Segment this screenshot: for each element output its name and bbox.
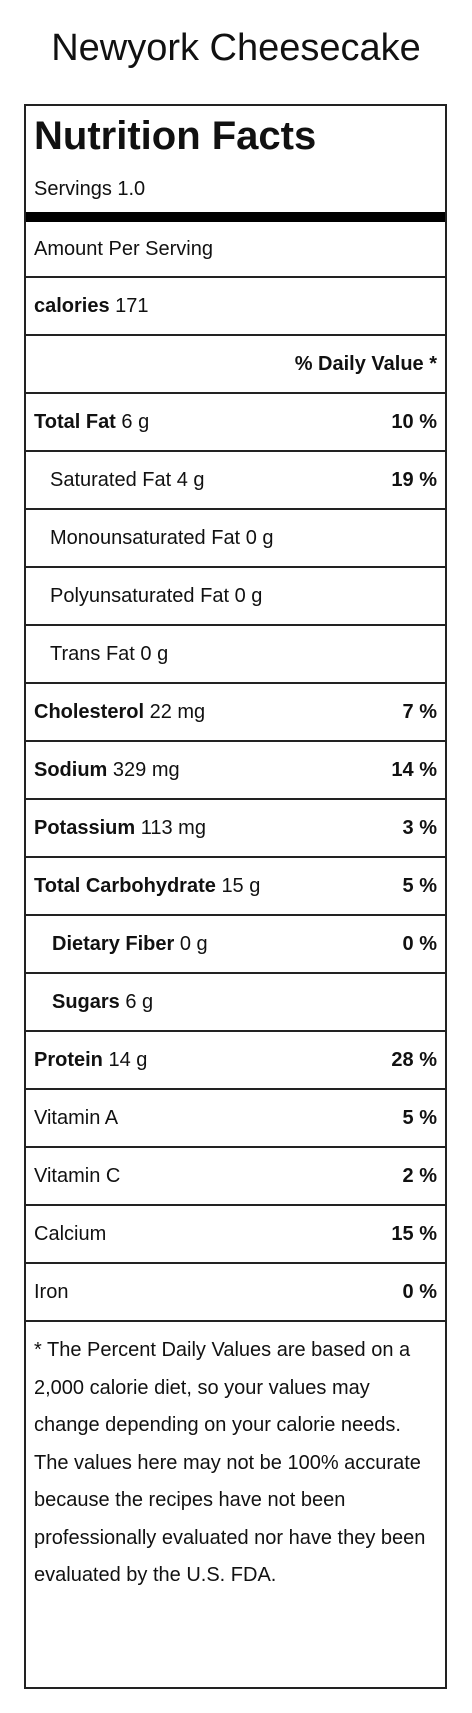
calories-label: calories [34, 295, 110, 317]
vitamin-row-calcium: Calcium 15 % [26, 1206, 445, 1264]
daily-value-header: % Daily Value * [294, 353, 437, 375]
nutrient-name: Sodium [34, 759, 108, 781]
nutrient-daily-value: 7 % [402, 701, 437, 723]
page-title: Newyork Cheesecake [51, 27, 421, 69]
nutrient-row-total-carbohydrate: Total Carbohydrate 15 g 5 % [26, 858, 445, 916]
nutrient-row-protein: Protein 14 g 28 % [26, 1032, 445, 1090]
nutrient-amount: 0 g [179, 933, 208, 955]
nutrient-row-total-fat: Total Fat 6 g 10 % [26, 394, 445, 452]
vitamin-row-vitamin-a: Vitamin A 5 % [26, 1090, 445, 1148]
nutrient-amount: 4 g [176, 469, 205, 491]
nutrient-name: Trans Fat [50, 643, 135, 665]
calories-row: calories 171 [26, 278, 445, 336]
vitamin-name: Calcium [34, 1223, 107, 1245]
nutrient-name: Dietary Fiber [52, 933, 175, 955]
nutrient-row-cholesterol: Cholesterol 22 mg 7 % [26, 684, 445, 742]
nutrient-amount: 6 g [125, 991, 154, 1013]
nutrient-amount: 0 g [245, 527, 274, 549]
vitamin-daily-value: 2 % [402, 1165, 437, 1187]
nutrition-label: Nutrition Facts Servings 1.0 Amount Per … [24, 104, 447, 1689]
nutrient-row-monounsaturated-fat: Monounsaturated Fat 0 g [26, 510, 445, 568]
nutrient-row-sugars: Sugars 6 g [26, 974, 445, 1032]
nutrient-amount: 113 mg [140, 817, 206, 839]
vitamin-daily-value: 15 % [391, 1223, 437, 1245]
nutrient-amount: 0 g [140, 643, 169, 665]
label-header: Nutrition Facts Servings 1.0 [26, 106, 445, 222]
amount-per-serving-row: Amount Per Serving [26, 222, 445, 278]
nutrient-daily-value: 19 % [391, 469, 437, 491]
nutrient-daily-value: 28 % [391, 1049, 437, 1071]
nutrient-row-sodium: Sodium 329 mg 14 % [26, 742, 445, 800]
calories-value: 171 [115, 295, 149, 317]
nutrient-daily-value: 14 % [391, 759, 437, 781]
nutrient-daily-value: 5 % [402, 875, 437, 897]
label-heading: Nutrition Facts [34, 114, 317, 158]
nutrient-name: Sugars [52, 991, 120, 1013]
nutrient-name: Total Fat [34, 411, 116, 433]
nutrient-daily-value: 10 % [391, 411, 437, 433]
nutrient-amount: 15 g [221, 875, 261, 897]
nutrient-row-saturated-fat: Saturated Fat 4 g 19 % [26, 452, 445, 510]
nutrient-name: Saturated Fat [50, 469, 172, 491]
nutrient-name: Potassium [34, 817, 136, 839]
footnote: * The Percent Daily Values are based on … [34, 1339, 426, 1586]
nutrient-name: Protein [34, 1049, 103, 1071]
nutrient-name: Monounsaturated Fat [50, 527, 241, 549]
nutrient-daily-value: 0 % [402, 933, 437, 955]
servings-text: Servings 1.0 [34, 178, 146, 200]
nutrient-amount: 22 mg [149, 701, 206, 723]
nutrient-row-potassium: Potassium 113 mg 3 % [26, 800, 445, 858]
nutrient-row-polyunsaturated-fat: Polyunsaturated Fat 0 g [26, 568, 445, 626]
vitamin-name: Iron [34, 1281, 69, 1303]
nutrient-amount: 329 mg [112, 759, 180, 781]
nutrient-name: Total Carbohydrate [34, 875, 216, 897]
nutrient-row-dietary-fiber: Dietary Fiber 0 g 0 % [26, 916, 445, 974]
vitamin-row-iron: Iron 0 % [26, 1264, 445, 1322]
amount-per-serving-label: Amount Per Serving [34, 238, 213, 260]
nutrient-daily-value: 3 % [402, 817, 437, 839]
nutrient-row-trans-fat: Trans Fat 0 g [26, 626, 445, 684]
vitamin-row-vitamin-c: Vitamin C 2 % [26, 1148, 445, 1206]
daily-value-header-row: % Daily Value * [26, 336, 445, 394]
vitamin-name: Vitamin A [34, 1107, 119, 1129]
nutrient-name: Polyunsaturated Fat [50, 585, 229, 607]
nutrient-name: Cholesterol [34, 701, 145, 723]
nutrient-amount: 14 g [108, 1049, 148, 1071]
vitamin-name: Vitamin C [34, 1165, 121, 1187]
vitamin-daily-value: 0 % [402, 1281, 437, 1303]
vitamin-daily-value: 5 % [402, 1107, 437, 1129]
nutrient-amount: 6 g [121, 411, 150, 433]
nutrient-amount: 0 g [234, 585, 263, 607]
